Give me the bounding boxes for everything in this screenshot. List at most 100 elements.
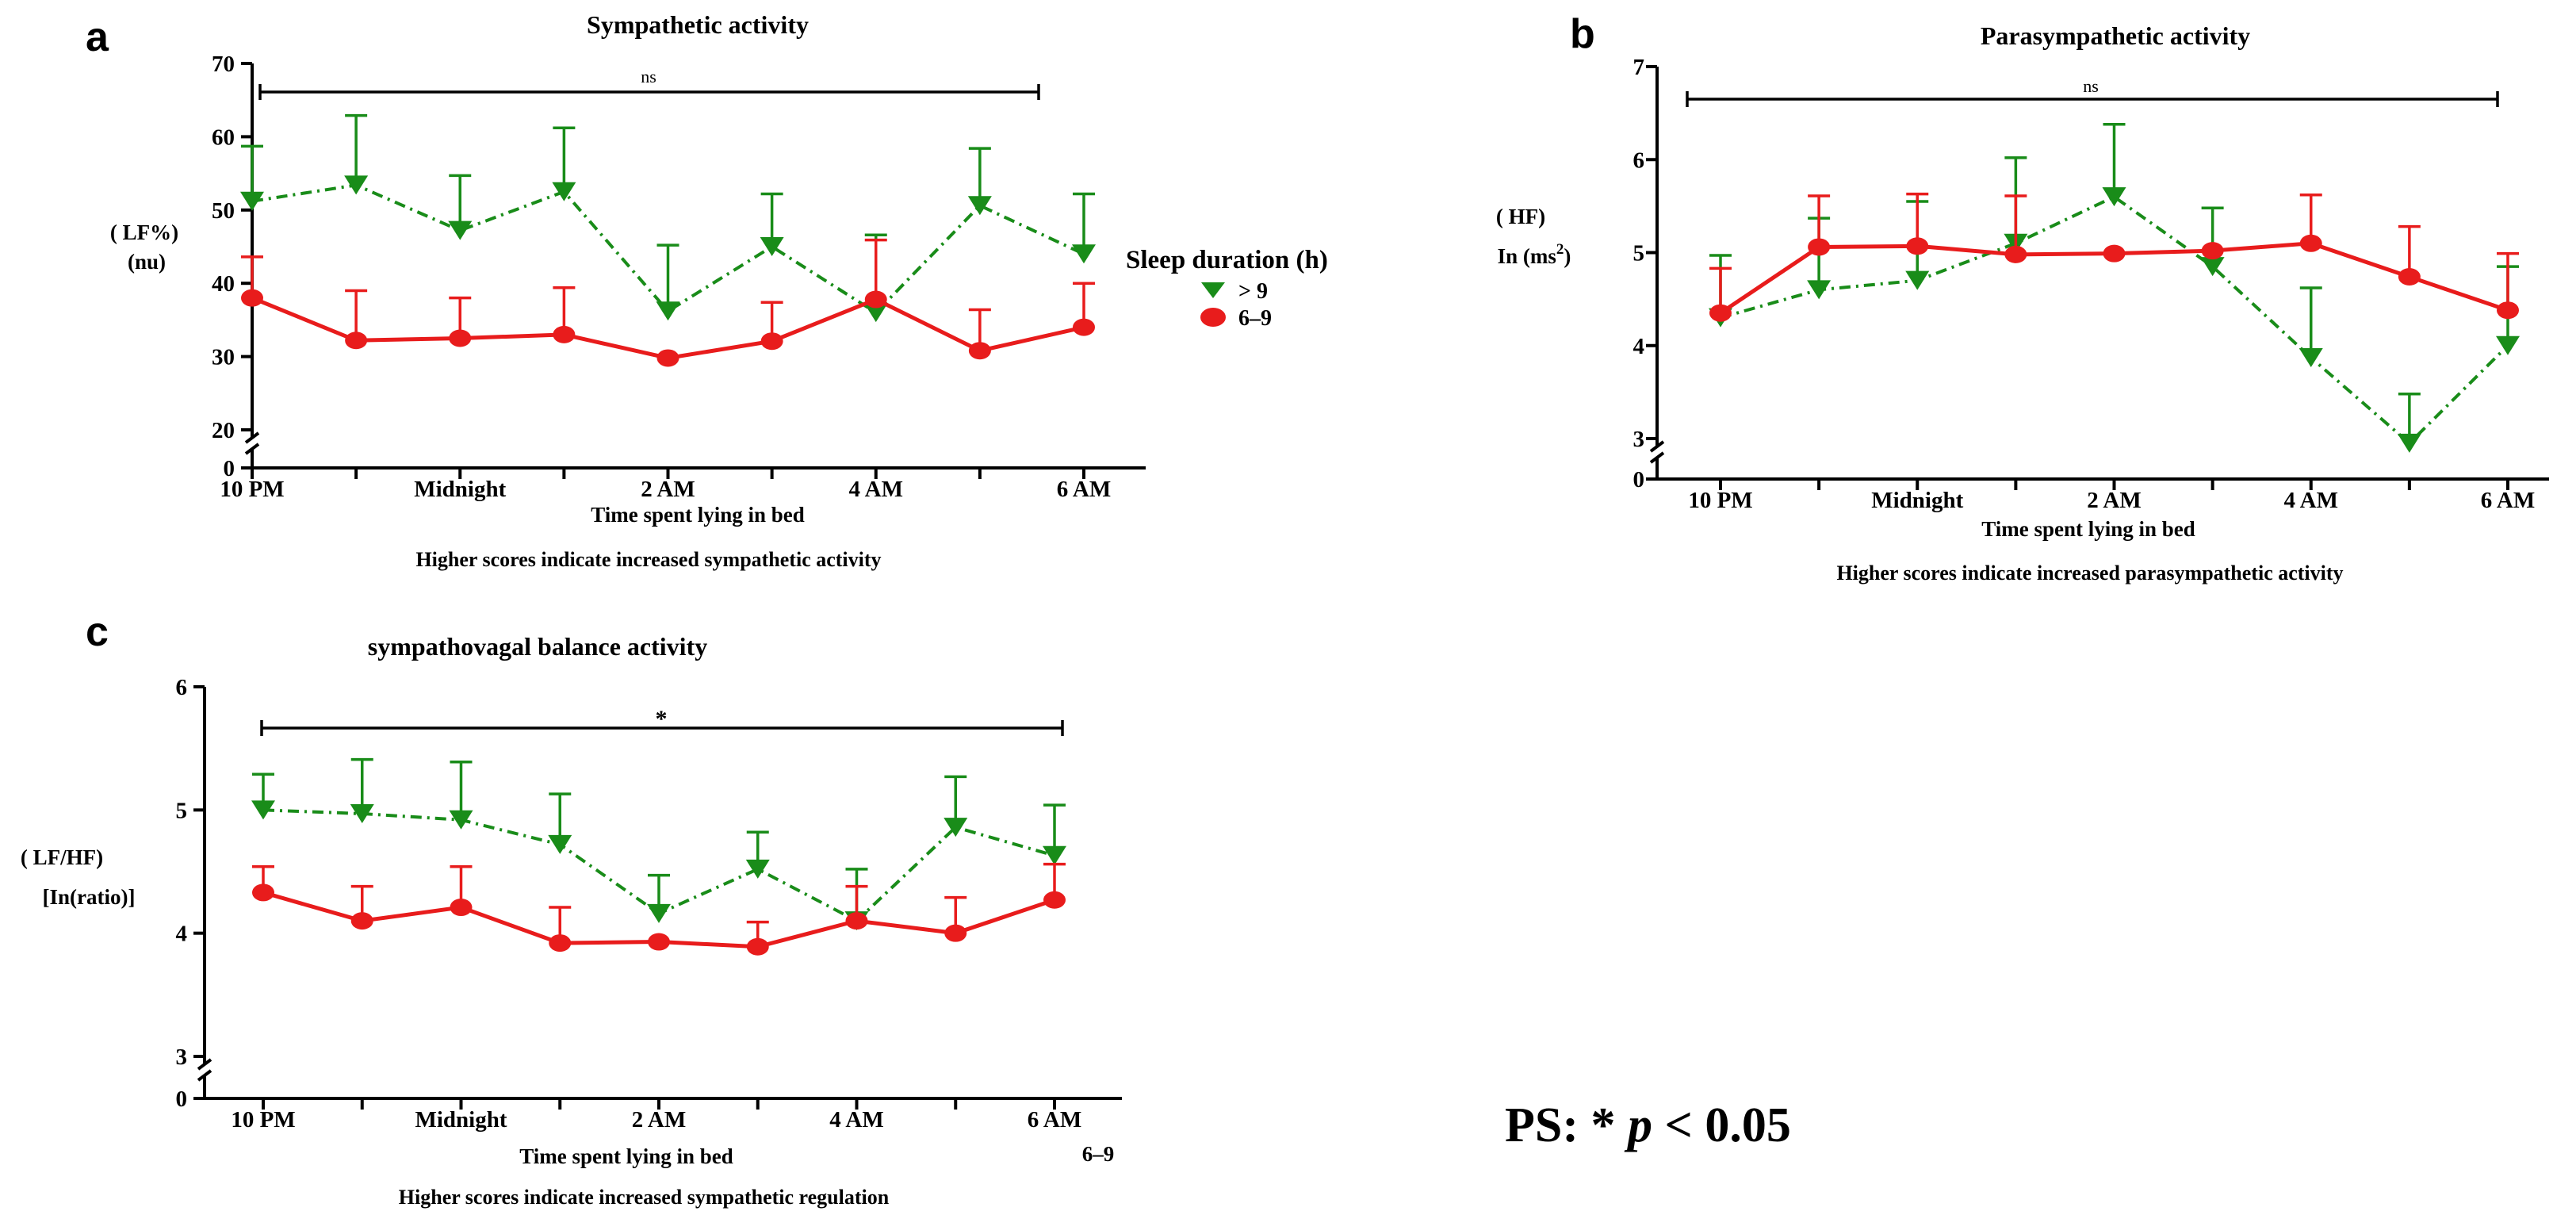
data-point-circle (746, 937, 769, 956)
panel-a-ylabel-line2: (nu) (128, 250, 166, 274)
data-point-triangle (1905, 270, 1930, 290)
panel-b-parasympathetic-chart: b Parasympathetic activity ( HF) In (ms2… (1496, 11, 2549, 585)
data-point-circle (968, 342, 991, 360)
series-over-9 (1709, 122, 2520, 453)
series-line (1720, 194, 2509, 446)
data-point-triangle (344, 175, 369, 195)
series-6-9 (1709, 192, 2519, 322)
legend-marker-6-9 (1200, 308, 1226, 327)
panel-c-ylabel-line1: ( LF/HF) (21, 845, 103, 869)
data-point-triangle (449, 810, 473, 830)
data-point-triangle (863, 303, 888, 323)
panel-a-ylabel-line1: ( LF%) (110, 220, 178, 244)
y-tick-label: 6 (176, 675, 188, 700)
y-tick-label: 3 (1633, 427, 1645, 452)
data-point-circle (549, 934, 572, 952)
data-point-triangle (1072, 244, 1096, 264)
panel-b-xlabel: Time spent lying in bed (1981, 517, 2195, 541)
data-point-triangle (240, 191, 264, 211)
y-tick-label: 30 (212, 345, 235, 370)
stray-range-label: 6–9 (1082, 1142, 1115, 1166)
y-axis-break-mark (197, 1058, 212, 1071)
panel-c-ylabel-line2: [In(ratio)] (43, 885, 136, 909)
y-axis-break-mark (244, 443, 260, 455)
y-tick-label: 50 (212, 198, 235, 224)
y-tick-label: 0 (224, 456, 235, 481)
panel-c-plot-area (251, 757, 1066, 956)
legend-title: Sleep duration (h) (1126, 246, 1328, 274)
x-tick-label: Midnight (1871, 488, 1963, 513)
panel-a-title: Sympathetic activity (587, 10, 809, 39)
data-point-circle (2004, 245, 2027, 263)
data-point-triangle (1043, 845, 1066, 865)
y-axis-break-mark (244, 431, 260, 444)
series-6-9 (252, 862, 1066, 956)
data-point-circle (2398, 267, 2421, 286)
data-point-circle (553, 325, 576, 343)
data-point-triangle (350, 803, 374, 823)
data-point-circle (1709, 304, 1732, 322)
panel-a-sympathetic-chart: a Sympathetic activity ( LF%) (nu) 0 20 30… (86, 10, 1146, 571)
y-tick-label: 40 (212, 271, 235, 297)
data-point-triangle (760, 237, 784, 256)
x-tick-label: 10 PM (220, 477, 284, 502)
data-point-circle (450, 899, 473, 917)
data-point-triangle (2298, 347, 2323, 367)
panel-c-xlabel: Time spent lying in bed (519, 1144, 733, 1168)
legend-label-over-9: > 9 (1238, 279, 1268, 304)
data-point-circle (2299, 234, 2322, 252)
panel-b-significance-bracket (1686, 91, 2499, 107)
panel-c-significance-bracket (260, 720, 1064, 736)
panel-a-significance-label: ns (641, 67, 656, 86)
panel-letter-c: c (86, 609, 109, 655)
data-point-triangle (548, 834, 572, 854)
panel-c-note: Higher scores indicate increased sympath… (399, 1186, 890, 1209)
data-point-circle (760, 332, 783, 351)
panel-b-y-axis: 0 3 4 5 6 7 (1633, 55, 1665, 493)
panel-letter-b: b (1570, 11, 1595, 57)
data-point-triangle (967, 196, 992, 216)
series-over-9 (251, 757, 1066, 931)
data-point-circle (1043, 891, 1066, 909)
data-point-triangle (448, 220, 473, 240)
panel-b-note: Higher scores indicate increased parasym… (1836, 562, 2343, 585)
panel-a-x-axis: 10 PM Midnight 2 AM 4 AM 6 AM (220, 466, 1146, 502)
series-6-9 (241, 238, 1095, 367)
y-tick-label: 4 (176, 922, 188, 947)
data-point-circle (2497, 301, 2519, 320)
y-tick-label: 6 (1633, 148, 1645, 173)
panel-b-ylabel-line1: ( HF) (1496, 205, 1545, 228)
data-point-triangle (647, 903, 671, 923)
data-point-triangle (2496, 335, 2520, 355)
panel-b-ylabel-line2: In (ms2) (1498, 241, 1571, 268)
data-point-triangle (1807, 280, 1832, 300)
x-tick-label: 6 AM (2481, 488, 2535, 513)
x-tick-label: 2 AM (632, 1107, 686, 1133)
y-tick-label: 4 (1633, 334, 1645, 359)
x-tick-label: Midnight (415, 1107, 507, 1133)
panel-b-significance-label: ns (2083, 76, 2099, 96)
data-point-circle (350, 912, 373, 930)
data-point-circle (944, 924, 967, 942)
data-point-triangle (656, 301, 680, 321)
data-point-circle (845, 912, 868, 930)
y-tick-label: 3 (176, 1044, 188, 1070)
data-point-triangle (552, 182, 576, 201)
x-tick-label: 10 PM (1688, 488, 1752, 513)
panel-c-title: sympathovagal balance activity (368, 632, 707, 661)
y-axis-break-mark (197, 1069, 212, 1082)
y-tick-label: 7 (1633, 55, 1645, 80)
data-point-triangle (251, 800, 275, 820)
data-point-triangle (745, 859, 770, 879)
y-tick-label: 0 (176, 1087, 188, 1112)
data-point-circle (1808, 238, 1831, 256)
legend: Sleep duration (h) > 9 6–9 (1126, 246, 1328, 331)
y-axis-break-mark (1649, 440, 1665, 453)
panel-letter-a: a (86, 14, 109, 60)
data-point-triangle (944, 818, 968, 837)
y-axis-break-mark (1649, 451, 1665, 464)
x-tick-label: 4 AM (2284, 488, 2338, 513)
data-point-circle (864, 290, 887, 309)
data-point-circle (656, 349, 679, 367)
data-point-circle (2201, 242, 2224, 260)
